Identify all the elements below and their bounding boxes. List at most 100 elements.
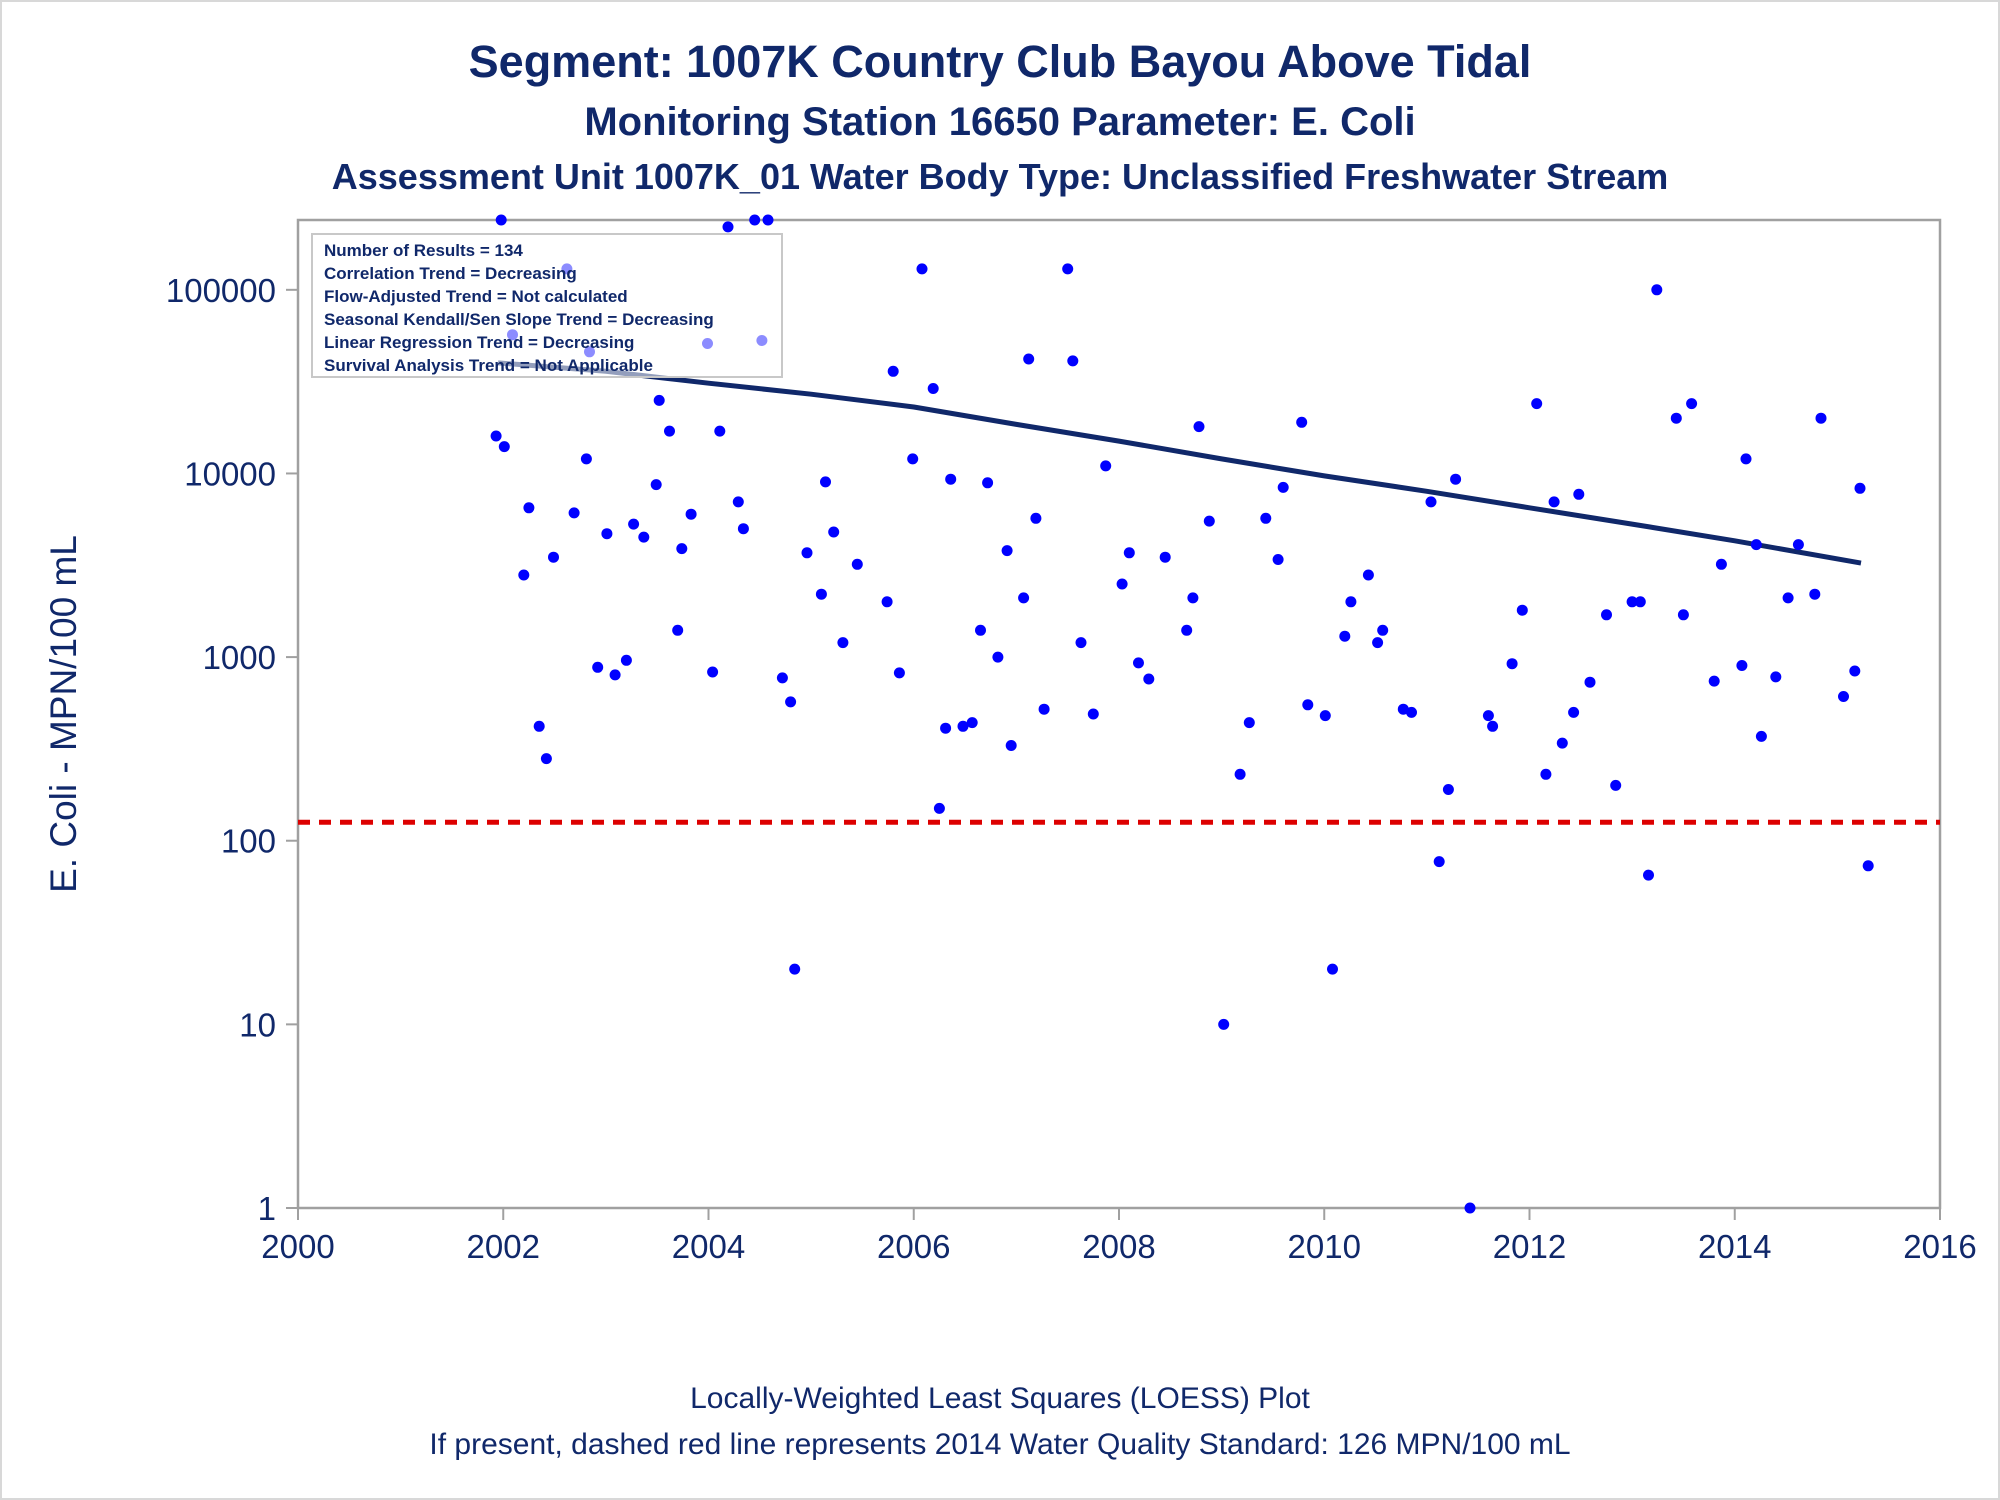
- stats-line: Linear Regression Trend = Decreasing: [324, 333, 634, 352]
- data-point: [893, 667, 905, 679]
- data-point: [815, 588, 827, 600]
- data-point: [1133, 657, 1144, 669]
- data-point: [1260, 512, 1272, 524]
- data-point: [601, 528, 613, 540]
- data-point: [966, 717, 978, 729]
- chart-subtitle-station: Monitoring Station 16650 Parameter: E. C…: [584, 100, 1416, 144]
- data-point: [851, 558, 863, 570]
- data-point: [1159, 551, 1171, 563]
- data-point: [1272, 554, 1284, 565]
- data-point: [789, 963, 801, 975]
- data-point: [1218, 1018, 1230, 1030]
- y-tick-label: 100: [221, 823, 276, 860]
- y-tick-label: 1000: [203, 639, 276, 676]
- y-tick-label: 10000: [184, 455, 276, 492]
- data-point: [1362, 569, 1374, 581]
- data-point: [1406, 706, 1417, 718]
- data-point: [992, 651, 1004, 663]
- data-point: [1062, 263, 1074, 275]
- data-point: [1005, 740, 1017, 751]
- data-point: [650, 479, 662, 491]
- data-point: [1782, 592, 1794, 604]
- x-tick-label: 2004: [672, 1228, 745, 1265]
- y-tick-label: 1: [258, 1190, 276, 1227]
- data-point: [722, 221, 734, 233]
- data-point: [820, 476, 831, 488]
- x-tick-label: 2014: [1698, 1228, 1771, 1265]
- data-point: [1243, 717, 1255, 729]
- stats-line: Correlation Trend = Decreasing: [324, 264, 577, 283]
- data-point: [1442, 784, 1454, 795]
- x-tick-label: 2002: [467, 1228, 540, 1265]
- data-point: [672, 624, 684, 636]
- data-point: [676, 543, 688, 555]
- data-point: [653, 394, 665, 406]
- data-point: [828, 526, 840, 538]
- data-point: [685, 508, 697, 520]
- data-point: [1573, 488, 1585, 500]
- data-point: [1750, 539, 1762, 551]
- data-point: [1234, 768, 1246, 780]
- stats-box: Number of Results = 134 Correlation Trend…: [311, 233, 783, 378]
- data-point: [762, 214, 774, 226]
- data-point: [887, 365, 899, 377]
- chart-title: Segment: 1007K Country Club Bayou Above …: [468, 36, 1532, 87]
- data-point: [707, 666, 719, 678]
- data-point: [1584, 676, 1596, 688]
- data-point: [1087, 708, 1099, 720]
- x-tick-label: 2006: [877, 1228, 950, 1265]
- data-point: [1568, 706, 1580, 718]
- data-points: [490, 214, 1874, 1214]
- data-point: [609, 669, 621, 681]
- data-point: [975, 624, 986, 636]
- data-point: [1030, 512, 1042, 524]
- data-point: [1302, 699, 1314, 711]
- data-point: [1187, 592, 1199, 604]
- stats-box-border: [311, 233, 783, 378]
- data-point: [1296, 416, 1308, 428]
- footnote-standard: If present, dashed red line represents 2…: [429, 1428, 1571, 1461]
- data-point: [540, 753, 552, 765]
- data-point: [1001, 545, 1013, 557]
- data-point: [927, 383, 939, 394]
- data-point: [1075, 637, 1087, 649]
- data-point: [1067, 355, 1079, 367]
- data-point: [490, 430, 502, 442]
- data-point: [1792, 539, 1804, 551]
- data-point: [982, 477, 994, 489]
- data-point: [1556, 737, 1568, 749]
- data-point: [568, 507, 580, 519]
- data-point: [620, 654, 632, 666]
- data-point: [933, 802, 945, 814]
- data-point: [523, 502, 535, 514]
- data-point: [518, 569, 530, 581]
- data-point: [1626, 596, 1638, 608]
- data-point: [1372, 637, 1384, 649]
- data-point: [940, 722, 952, 734]
- data-point: [1181, 624, 1193, 636]
- data-point: [1849, 665, 1861, 677]
- data-point: [1100, 460, 1112, 472]
- data-point: [1531, 398, 1543, 410]
- stats-line: Flow-Adjusted Trend = Not calculated: [324, 287, 628, 306]
- data-point: [1708, 675, 1720, 687]
- stats-line: Number of Results = 134: [324, 241, 523, 260]
- data-point: [592, 661, 604, 673]
- data-point: [1450, 473, 1462, 485]
- data-point: [1516, 604, 1528, 616]
- trend-line-group: [497, 360, 1862, 566]
- data-point: [1755, 730, 1767, 742]
- data-point: [1327, 963, 1338, 975]
- data-point: [1339, 630, 1351, 642]
- data-point: [1433, 856, 1445, 868]
- data-point: [1740, 453, 1752, 465]
- chart-subtitle-assessment: Assessment Unit 1007K_01 Water Body Type…: [331, 156, 1669, 197]
- data-point: [1677, 609, 1689, 621]
- data-point: [776, 672, 788, 684]
- data-point: [1548, 496, 1560, 508]
- data-point: [1116, 578, 1128, 590]
- data-point: [580, 453, 592, 465]
- data-point: [548, 551, 559, 563]
- x-axis: 2000 2002 2004 2006 2008 2010 2012 2014 2016: [261, 1208, 1977, 1265]
